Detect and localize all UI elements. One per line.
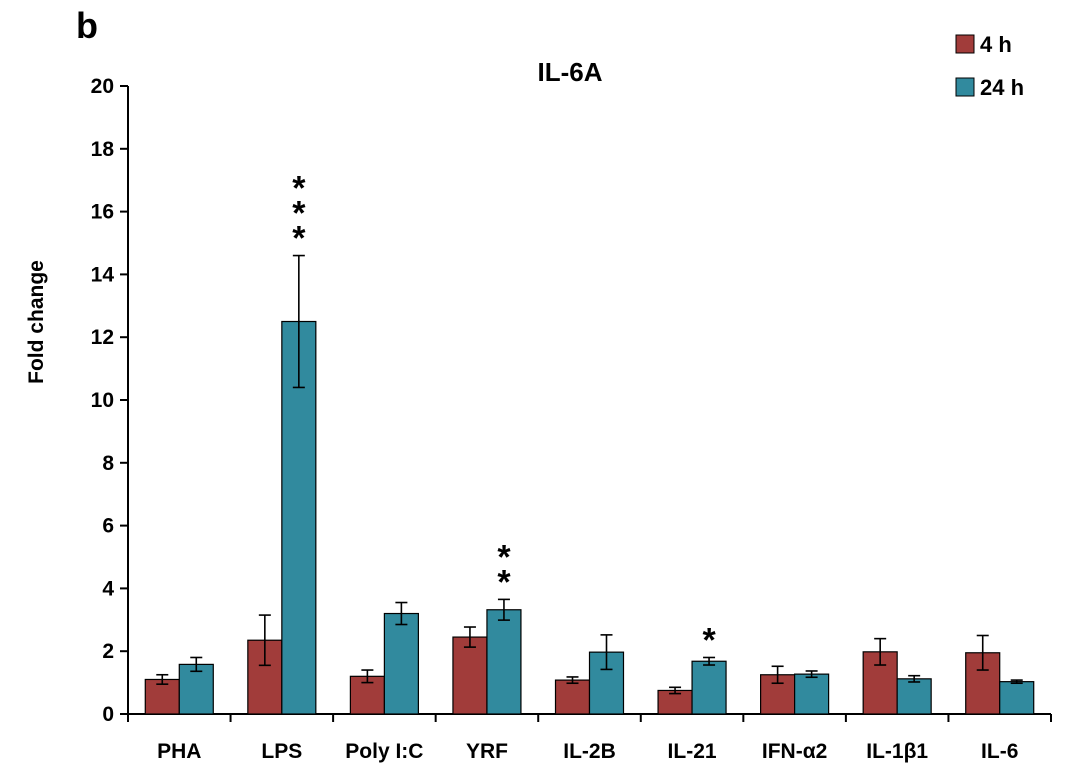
x-tick-label: Poly I:C bbox=[345, 740, 423, 763]
significance-marker: * bbox=[292, 195, 306, 233]
y-tick-label: 8 bbox=[102, 452, 114, 475]
significance-marker: * bbox=[702, 621, 716, 659]
bar bbox=[144, 678, 180, 715]
bar bbox=[896, 678, 932, 715]
x-tick-label: PHA bbox=[157, 740, 201, 763]
legend-label-4h: 4 h bbox=[980, 32, 1012, 57]
y-tick-label: 16 bbox=[91, 201, 114, 224]
legend-swatch-24h bbox=[955, 77, 975, 97]
chart-title: IL-6A bbox=[538, 57, 603, 87]
bar bbox=[452, 636, 488, 715]
y-tick-label: 2 bbox=[102, 640, 114, 663]
y-tick-label: 0 bbox=[102, 703, 114, 726]
bar bbox=[691, 660, 727, 715]
y-axis-label: Fold change bbox=[25, 260, 48, 384]
significance-marker: * bbox=[497, 538, 511, 576]
bar bbox=[486, 609, 522, 715]
bar bbox=[554, 679, 591, 715]
bar bbox=[178, 663, 214, 715]
bar bbox=[999, 681, 1035, 715]
plot-area: 0 2 4 6 8 10 12 14 16 18 20 PHA LPS Poly I:C YRF IL-2B I… bbox=[91, 75, 1052, 763]
x-tick-label: IL-6 bbox=[981, 740, 1018, 763]
legend-label-24h: 24 h bbox=[980, 75, 1024, 100]
x-tick-label: IFN-α2 bbox=[762, 740, 827, 763]
legend: 4 h 24 h bbox=[955, 32, 1024, 100]
significance-marker: * bbox=[292, 170, 306, 208]
y-tick-label: 6 bbox=[102, 515, 114, 538]
x-tick-label: LPS bbox=[261, 740, 302, 763]
x-tick-label: IL-1β1 bbox=[866, 740, 928, 763]
y-tick-label: 14 bbox=[91, 263, 115, 286]
y-tick-label: 12 bbox=[91, 326, 114, 349]
significance-marker: * bbox=[497, 563, 511, 601]
x-tick-label: IL-21 bbox=[668, 740, 717, 763]
y-tick-label: 18 bbox=[91, 138, 115, 161]
panel-label: b bbox=[76, 5, 98, 46]
bar bbox=[794, 673, 830, 715]
x-tick-label: YRF bbox=[466, 740, 508, 763]
significance-marker: * bbox=[292, 220, 306, 258]
y-tick-label: 4 bbox=[102, 577, 114, 600]
y-tick-label: 10 bbox=[91, 389, 114, 412]
y-tick-label: 20 bbox=[91, 75, 114, 98]
x-tick-label: IL-2B bbox=[563, 740, 616, 763]
bar bbox=[383, 612, 419, 715]
legend-swatch-4h bbox=[955, 34, 975, 54]
